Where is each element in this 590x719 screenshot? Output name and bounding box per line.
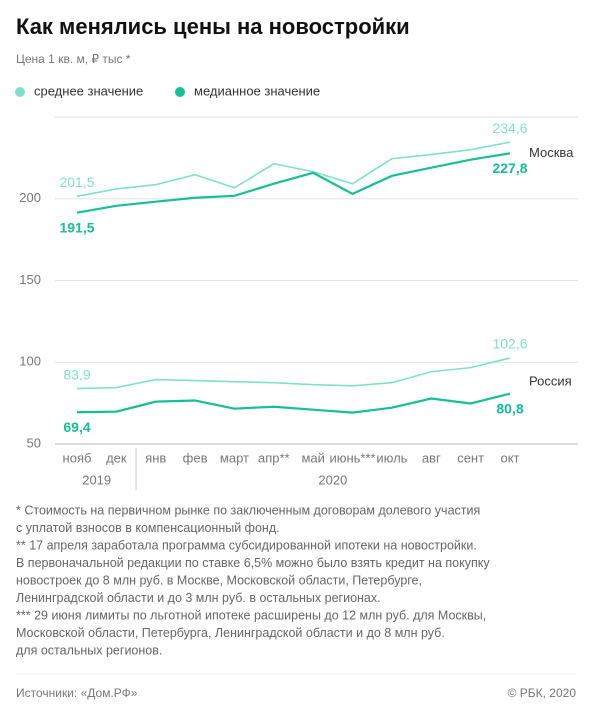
x-tick-label: дек [106, 450, 127, 465]
x-tick-label: май [301, 450, 324, 465]
year-label: 2020 [318, 472, 347, 487]
data-line [76, 357, 511, 390]
value-label: 69,4 [63, 419, 90, 435]
x-tick-label: янв [145, 450, 166, 465]
data-line [76, 152, 511, 214]
y-tick-label: 100 [19, 354, 41, 369]
footnote: В первоначальной редакции по ставке 6,5%… [16, 556, 490, 570]
series-label: Россия [529, 373, 572, 388]
legend-label: среднее значение [34, 83, 143, 98]
x-tick-label: март [220, 450, 249, 465]
legend-marker [175, 87, 185, 97]
chart-title: Как менялись цены на новостройки [16, 14, 410, 39]
legend-label: медианное значение [194, 83, 320, 98]
y-tick-label: 200 [19, 190, 41, 205]
x-tick-label: сент [457, 450, 484, 465]
legend-marker [15, 87, 25, 97]
footnote: * Стоимость на первичном рынке по заключ… [16, 503, 480, 517]
footnote: Московской области, Петербурга, Ленингра… [16, 626, 445, 640]
value-label: 102,6 [492, 336, 527, 352]
value-label: 227,8 [492, 160, 527, 176]
value-label: 234,6 [492, 120, 527, 136]
x-tick-label: окт [500, 450, 519, 465]
x-tick-label: нояб [63, 450, 92, 465]
series-label: Москва [529, 145, 574, 160]
footnote: для остальных регионов. [16, 643, 162, 657]
footnote: новостроек до 8 млн руб. в Москве, Моско… [16, 573, 422, 587]
value-label: 83,9 [63, 366, 90, 382]
value-label: 191,5 [59, 219, 94, 235]
x-tick-label: авг [422, 450, 441, 465]
year-label: 2019 [82, 472, 111, 487]
footnote: Ленинградской области и до 3 млн руб. в … [16, 591, 381, 605]
footnote: ** 17 апреля заработала программа субсид… [16, 538, 477, 552]
value-label: 80,8 [496, 400, 523, 416]
x-tick-label: апр** [258, 450, 290, 465]
x-tick-label: июль [376, 450, 407, 465]
chart-subtitle: Цена 1 кв. м, ₽ тыс * [16, 52, 131, 66]
y-tick-label: 50 [27, 435, 41, 450]
footnote: *** 29 июня лимиты по льготной ипотеке р… [16, 608, 486, 622]
value-label: 201,5 [59, 174, 94, 190]
footnote: с уплатой взносов в компенсационный фонд… [16, 521, 280, 535]
data-line [76, 141, 511, 198]
source: Источники: «Дом.РФ» [16, 686, 138, 700]
y-tick-label: 150 [19, 272, 41, 287]
copyright: © РБК, 2020 [508, 686, 577, 700]
data-line [76, 392, 511, 414]
x-tick-label: июнь*** [329, 450, 375, 465]
x-tick-label: фев [183, 450, 208, 465]
